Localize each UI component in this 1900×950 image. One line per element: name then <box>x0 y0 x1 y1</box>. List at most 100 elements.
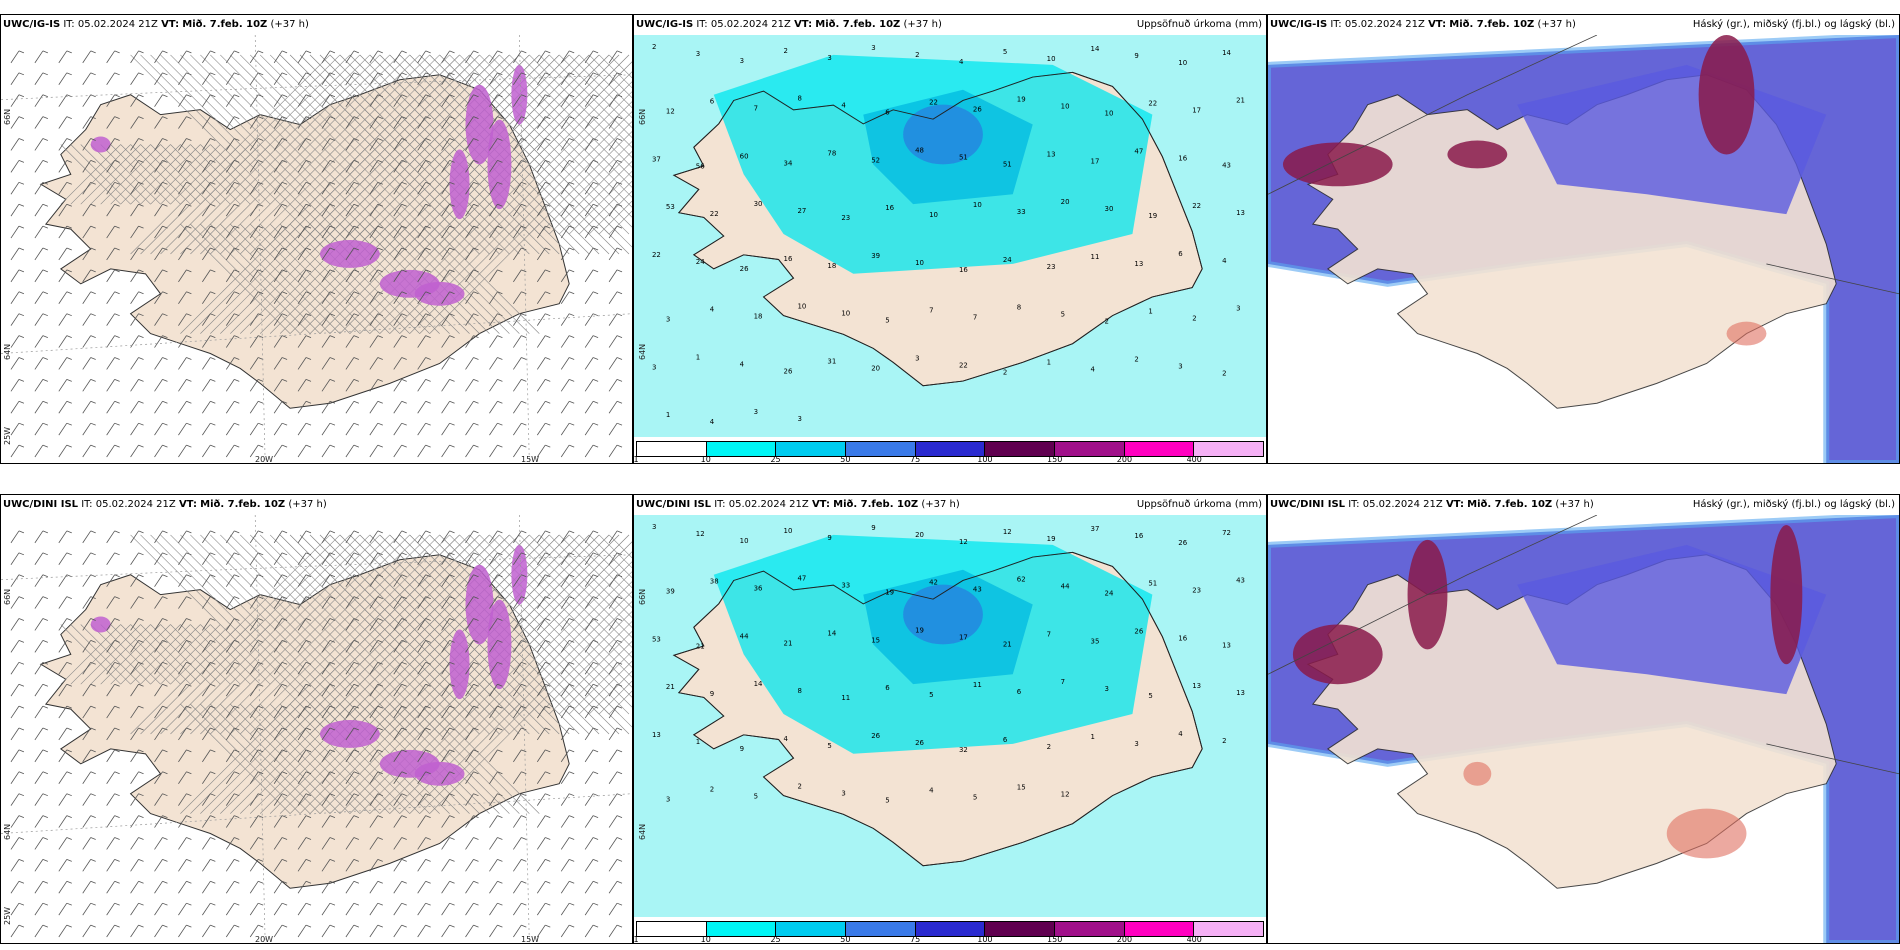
colorbar-tick: 50 <box>840 935 851 944</box>
precip-value: 10 <box>929 211 938 219</box>
it-value: 05.02.2024 21Z <box>710 19 791 30</box>
model-name: UWC/IG-IS <box>3 19 61 30</box>
lead-time: (+37 h) <box>903 19 942 30</box>
lon-label-15w: 15W <box>521 935 540 944</box>
low-cloud <box>1770 524 1803 665</box>
precip-map-svg: 2332332451014910141267846222619101022172… <box>634 35 1266 437</box>
precip-value: 53 <box>652 635 661 643</box>
precip-value: 9 <box>710 690 714 698</box>
map-title: Háský (gr.), miðský (fj.bl.) og lágský (… <box>1692 499 1895 510</box>
panel-header: UWC/DINI ISL IT: 05.02.2024 21Z VT: Mið.… <box>1 495 632 515</box>
precip-value: 2 <box>1134 355 1138 363</box>
precip-value: 19 <box>1017 96 1026 104</box>
colorbar-swatch <box>846 442 916 456</box>
precip-value: 31 <box>827 357 836 365</box>
precip-value: 17 <box>1091 157 1100 165</box>
precip-value: 1 <box>696 353 700 361</box>
precip-value: 26 <box>973 106 982 114</box>
vt-value: Mið. 7.feb. 10Z <box>1467 499 1553 510</box>
precip-value: 51 <box>959 153 968 161</box>
precip-value: 6 <box>1178 250 1182 258</box>
model-name: UWC/DINI ISL <box>636 499 712 510</box>
panel-header: UWC/IG-IS IT: 05.02.2024 21Z VT: Mið. 7.… <box>1 15 632 35</box>
lon-label-20w: 20W <box>255 935 274 944</box>
precip-value: 16 <box>1178 154 1187 162</box>
precip-value: 16 <box>885 204 894 212</box>
colorbar-swatch <box>915 922 986 936</box>
snow-cell <box>414 761 465 786</box>
vt-label: VT: <box>178 499 197 510</box>
it-label: IT: <box>1330 19 1342 30</box>
precip-value: 19 <box>1148 212 1157 220</box>
precip-value: 43 <box>1236 577 1245 585</box>
precip-value: 44 <box>740 632 749 640</box>
precip-value: 3 <box>740 57 744 65</box>
precip-value: 10 <box>1047 55 1056 63</box>
vt-label: VT: <box>1445 499 1464 510</box>
snow-cell <box>511 544 528 605</box>
it-value: 05.02.2024 21Z <box>95 499 176 510</box>
precip-value: 3 <box>754 408 758 416</box>
precip-value: 11 <box>973 681 982 689</box>
lat-label-66n: 66N <box>3 108 12 125</box>
precip-value: 44 <box>1061 583 1070 591</box>
precip-value: 13 <box>1192 682 1201 690</box>
precip-value: 26 <box>1134 627 1143 635</box>
it-value: 05.02.2024 21Z <box>77 19 158 30</box>
colorbar-tick: 200 <box>1116 455 1133 464</box>
precip-value: 14 <box>1091 45 1100 53</box>
colorbar-tick: 400 <box>1186 455 1202 464</box>
lat-label-66n: 66N <box>3 588 12 605</box>
colorbar-ticks: 1 10 25 50 75 100 150 200 400 <box>634 455 1264 464</box>
snow-cell <box>487 119 512 210</box>
precip-value: 10 <box>740 537 749 545</box>
precip-value: 5 <box>885 317 889 325</box>
precip-value: 3 <box>827 54 831 62</box>
precip-value: 33 <box>841 582 850 590</box>
snow-cell <box>90 616 111 633</box>
precip-panel-row1: UWC/IG-IS IT: 05.02.2024 21Z VT: Mið. 7.… <box>633 14 1267 464</box>
precip-value: 1 <box>696 738 700 746</box>
precip-value: 39 <box>666 588 675 596</box>
precip-value: 10 <box>797 303 806 311</box>
precip-value: 2 <box>1192 315 1196 323</box>
it-label: IT: <box>1348 499 1360 510</box>
map-title: Háský (gr.), miðský (fj.bl.) og lágský (… <box>1692 19 1895 30</box>
precip-value: 3 <box>1236 305 1240 313</box>
lead-time: (+37 h) <box>288 499 327 510</box>
lat-label-64n: 64N <box>638 823 647 840</box>
precip-value: 24 <box>1003 256 1012 264</box>
precip-value: 24 <box>696 258 705 266</box>
colorbar-swatch <box>637 922 707 936</box>
precip-value: 3 <box>666 316 670 324</box>
panel-header: UWC/IG-IS IT: 05.02.2024 21Z VT: Mið. 7.… <box>634 15 1266 35</box>
lat-label-66n: 66N <box>638 108 647 125</box>
precip-map: 3 12 10 10 9 9 20 12 12 19 37 16 26 72 39 38 36 47 33 19 42 4… <box>634 515 1266 917</box>
precip-value: 2 <box>1003 368 1007 376</box>
precip-value: 5 <box>1003 48 1007 56</box>
cloud-map <box>1268 35 1899 463</box>
colorbar-tick: 25 <box>770 935 781 944</box>
colorbar-swatch <box>776 922 847 936</box>
precip-value: 11 <box>841 694 850 702</box>
coastline <box>672 551 1203 867</box>
precip-value: 26 <box>740 265 749 273</box>
graticule <box>1 515 632 943</box>
precip-value: 23 <box>841 214 850 222</box>
snow-cell <box>465 564 494 645</box>
precip-value: 7 <box>973 314 977 322</box>
precip-value: 13 <box>1236 209 1245 217</box>
precip-value: 33 <box>1017 208 1026 216</box>
precip-value: 9 <box>871 524 875 532</box>
vt-value: Mið. 7.feb. 10Z <box>200 499 286 510</box>
snow-cell <box>449 149 470 220</box>
precip-value: 14 <box>827 629 836 637</box>
colorbar: 1 10 25 50 75 100 150 200 400 <box>634 437 1266 463</box>
map-title: Uppsöfnuð úrkoma (mm) <box>1136 499 1262 510</box>
precip-value: 37 <box>1091 525 1100 533</box>
colorbar-swatch <box>637 442 707 456</box>
colorbar-tick: 10 <box>700 935 711 944</box>
colorbar-tick: 1 <box>633 935 639 944</box>
precip-value: 1 <box>1091 733 1095 741</box>
precip-value: 38 <box>710 578 719 586</box>
